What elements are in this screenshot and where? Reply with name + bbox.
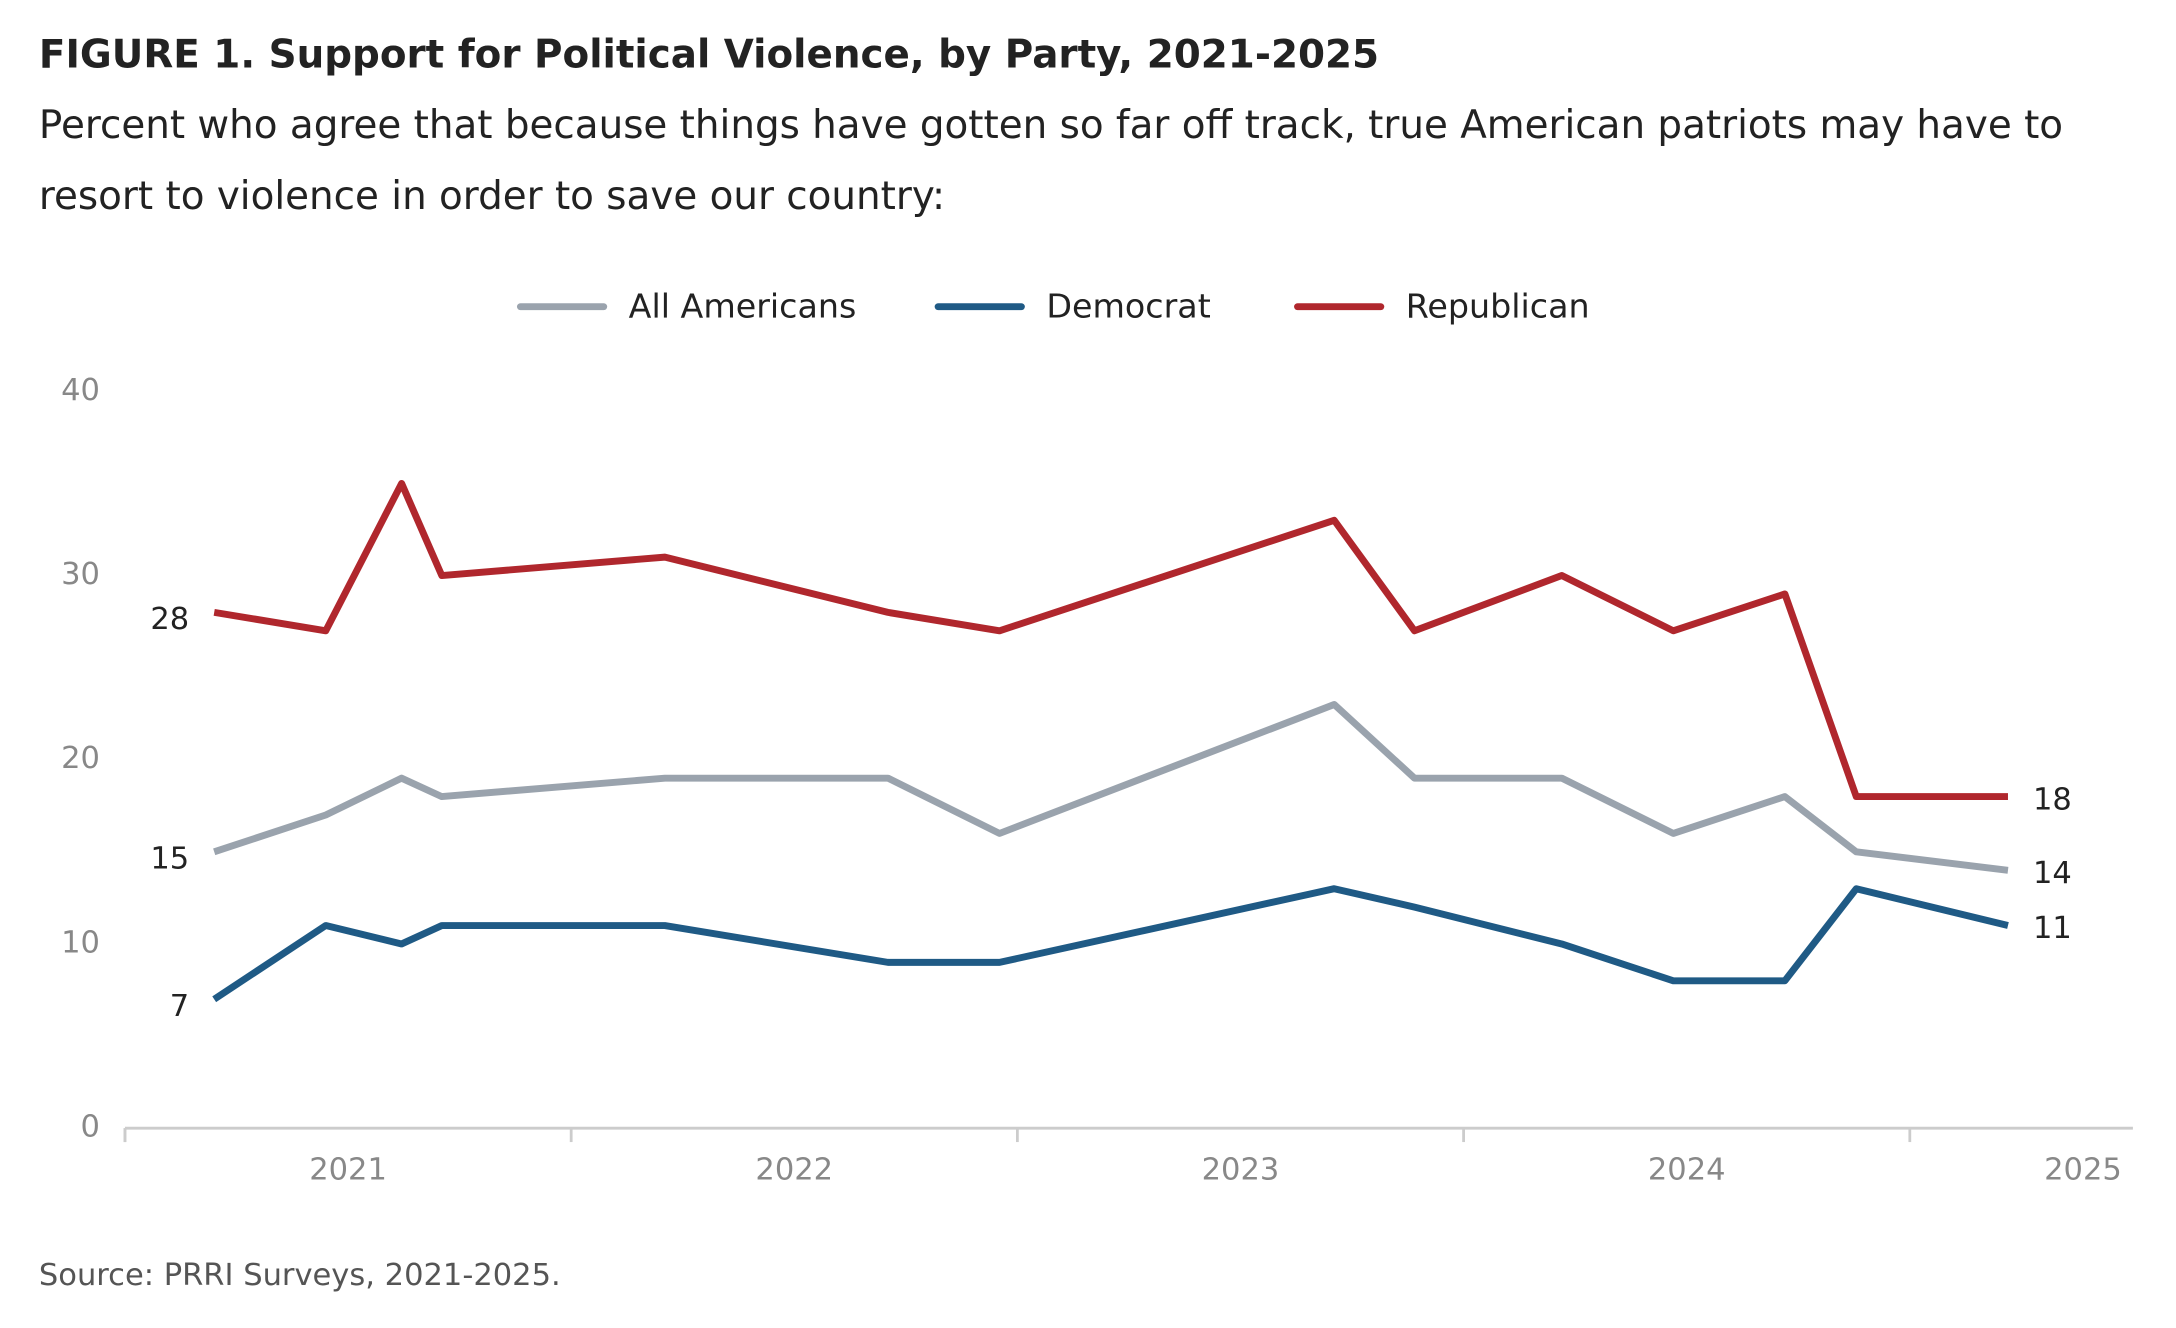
x-tick-label: 2021 xyxy=(309,1153,387,1188)
legend-label: All Americans xyxy=(629,287,857,326)
legend-label: Democrat xyxy=(1046,287,1210,326)
data-label: 14 xyxy=(2033,856,2072,891)
x-tick-label: 2024 xyxy=(1648,1153,1726,1188)
legend-label: Republican xyxy=(1406,287,1590,326)
series-line xyxy=(212,885,2009,1003)
chart-subtitle: resort to violence in order to save our … xyxy=(39,174,945,219)
x-tick-label: 2025 xyxy=(2044,1153,2122,1188)
data-label: 15 xyxy=(150,842,189,877)
data-label: 18 xyxy=(2033,782,2072,817)
y-tick-label: 40 xyxy=(61,373,100,408)
chart-title: FIGURE 1. Support for Political Violence… xyxy=(39,32,1379,77)
data-label: 7 xyxy=(170,989,189,1024)
series-line xyxy=(213,701,2009,874)
chart-subtitle: Percent who agree that because things ha… xyxy=(39,103,2063,148)
data-label: 28 xyxy=(150,602,189,637)
x-tick-label: 2022 xyxy=(755,1153,833,1188)
x-tick-label: 2023 xyxy=(1202,1153,1280,1188)
data-label: 11 xyxy=(2033,911,2072,946)
y-tick-label: 0 xyxy=(81,1110,100,1145)
source-note: Source: PRRI Surveys, 2021-2025. xyxy=(39,1258,561,1293)
y-tick-label: 10 xyxy=(61,925,100,960)
y-tick-label: 20 xyxy=(61,741,100,776)
y-tick-label: 30 xyxy=(61,557,100,592)
series-line xyxy=(213,479,2008,801)
